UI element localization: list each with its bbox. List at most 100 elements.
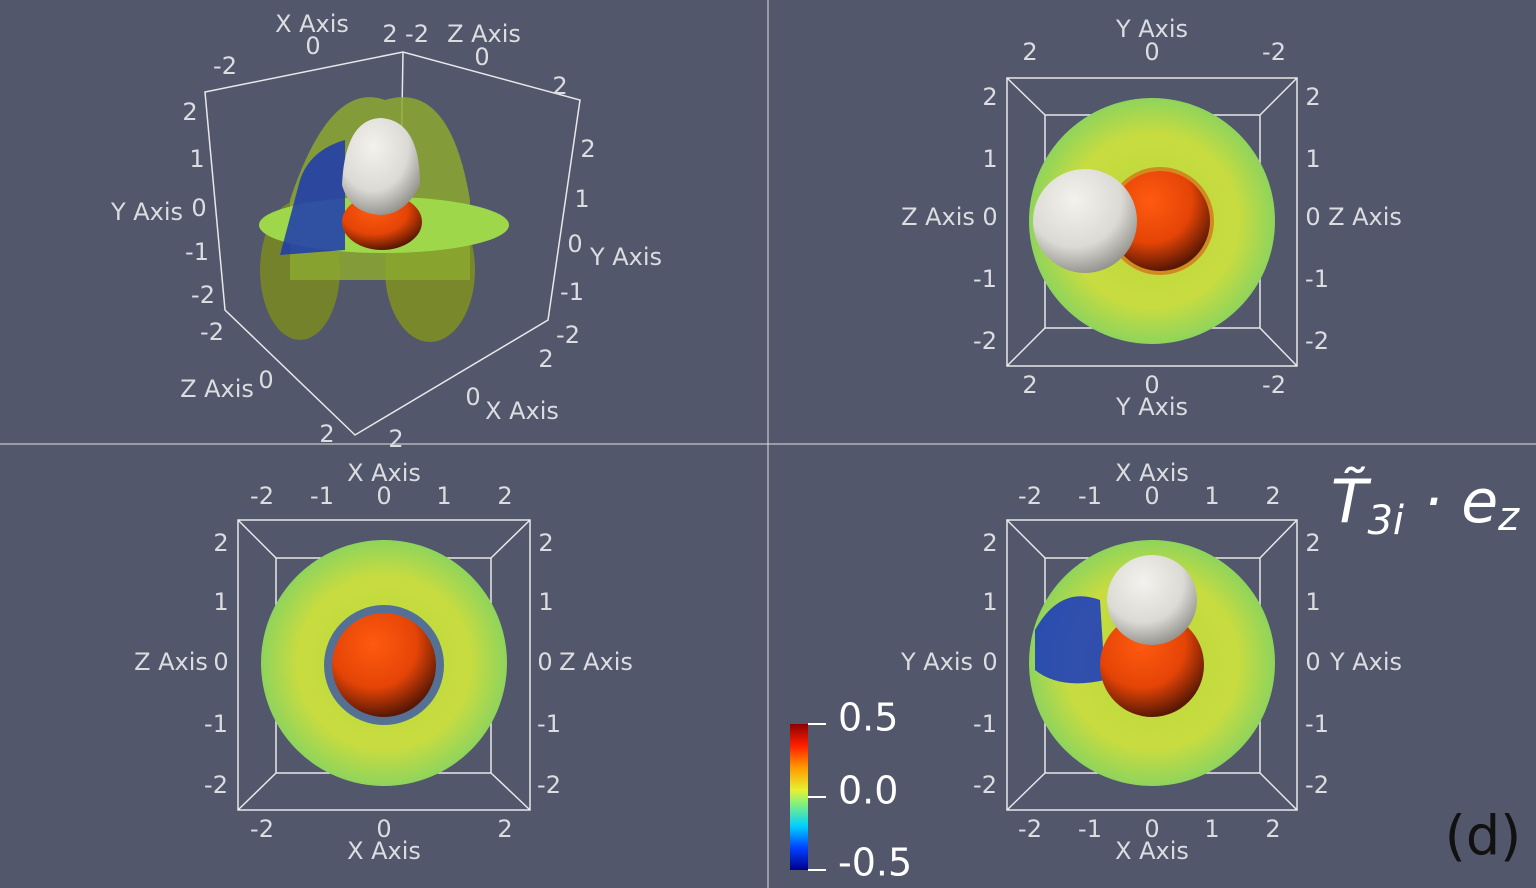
axis-text: Y Axis bbox=[1115, 15, 1188, 43]
axis-text: Z Axis bbox=[901, 203, 975, 231]
axis-text: -2 bbox=[1262, 38, 1286, 66]
panel-top-right bbox=[1006, 77, 1298, 367]
axis-text: -1 bbox=[1078, 482, 1102, 510]
axis-text: 2 bbox=[319, 420, 334, 448]
axis-text: 2 bbox=[388, 425, 403, 453]
axis-text: Y Axis bbox=[1329, 648, 1402, 676]
axis-text: 1 bbox=[538, 588, 553, 616]
axis-text: X Axis bbox=[347, 459, 421, 487]
axis-text: -1 bbox=[973, 265, 997, 293]
axis-text: 0 bbox=[305, 32, 320, 60]
axis-text: -2 bbox=[1305, 771, 1329, 799]
axis-text: -1 bbox=[185, 238, 209, 266]
axis-text: 0 bbox=[1144, 815, 1159, 843]
axis-text: 1 bbox=[189, 145, 204, 173]
axis-text: 0 bbox=[1305, 203, 1320, 231]
axis-text: 1 bbox=[1305, 588, 1320, 616]
axis-text: 2 bbox=[1305, 529, 1320, 557]
axis-text: -1 bbox=[1078, 815, 1102, 843]
axis-text: 2 bbox=[497, 815, 512, 843]
axis-text: -2 bbox=[537, 771, 561, 799]
axis-text: Z Axis bbox=[447, 20, 521, 48]
axis-text: 1 bbox=[574, 185, 589, 213]
axis-text: 1 bbox=[213, 588, 228, 616]
title-part: z bbox=[1497, 494, 1520, 540]
axis-text: 1 bbox=[1204, 482, 1219, 510]
panel-bottom-right bbox=[1006, 519, 1298, 811]
axis-text: X Axis bbox=[1115, 837, 1189, 865]
axis-text: 0 bbox=[1144, 371, 1159, 399]
axis-text: 1 bbox=[982, 145, 997, 173]
axis-text: 2 bbox=[182, 98, 197, 126]
axis-text: 0 bbox=[1144, 38, 1159, 66]
title-part: 3i bbox=[1367, 498, 1404, 544]
axis-text: -1 bbox=[537, 710, 561, 738]
colorbar-label: 0.5 bbox=[838, 696, 898, 740]
axis-text: 0 bbox=[376, 815, 391, 843]
axis-text: Z Axis bbox=[134, 648, 208, 676]
axis-text: 1 bbox=[1204, 815, 1219, 843]
axis-text: 2 bbox=[1022, 38, 1037, 66]
axis-text: -1 bbox=[1305, 265, 1329, 293]
axis-text: 2 bbox=[982, 529, 997, 557]
axis-text: Y Axis bbox=[900, 648, 973, 676]
axis-text: 2 bbox=[497, 482, 512, 510]
axis-text: X Axis bbox=[347, 837, 421, 865]
axis-text: 0 bbox=[213, 648, 228, 676]
axis-text: 1 bbox=[982, 588, 997, 616]
axis-text: 2 bbox=[382, 20, 397, 48]
axis-text: -1 bbox=[310, 482, 334, 510]
axis-text: -2 bbox=[191, 281, 215, 309]
panel-label: (d) bbox=[1445, 805, 1521, 868]
axis-text: 2 bbox=[538, 345, 553, 373]
panel-bottom-left bbox=[237, 519, 531, 811]
axis-text: 2 bbox=[1305, 83, 1320, 111]
title-part: T̃ bbox=[1331, 466, 1372, 537]
axis-text: -2 bbox=[1305, 327, 1329, 355]
colorbar-label: 0.0 bbox=[838, 769, 898, 813]
axis-text: Z Axis bbox=[1328, 203, 1402, 231]
axis-text: 2 bbox=[1022, 371, 1037, 399]
axis-text: Y Axis bbox=[589, 243, 662, 271]
axis-text: Y Axis bbox=[110, 198, 183, 226]
axis-text: -2 bbox=[973, 327, 997, 355]
axis-text: -2 bbox=[1018, 482, 1042, 510]
title-part: · e bbox=[1404, 467, 1498, 537]
axis-text: Z Axis bbox=[180, 375, 254, 403]
axis-text: X Axis bbox=[1115, 459, 1189, 487]
axis-text: -2 bbox=[250, 482, 274, 510]
axis-text: -2 bbox=[213, 52, 237, 80]
title: T̃3i · ez bbox=[1331, 466, 1520, 544]
axis-text: -2 bbox=[1018, 815, 1042, 843]
axis-text: 1 bbox=[436, 482, 451, 510]
axis-text: X Axis bbox=[275, 10, 349, 38]
axis-text: 0 bbox=[1144, 482, 1159, 510]
axis-text: 2 bbox=[982, 83, 997, 111]
axis-text: 2 bbox=[538, 529, 553, 557]
axis-text: Z Axis bbox=[559, 648, 633, 676]
axis-text: 2 bbox=[1265, 482, 1280, 510]
axis-text: -2 bbox=[405, 20, 429, 48]
colorbar bbox=[790, 723, 826, 871]
axis-text: -2 bbox=[200, 318, 224, 346]
axis-text: 1 bbox=[1305, 145, 1320, 173]
axis-text: 2 bbox=[1265, 815, 1280, 843]
axis-text: -1 bbox=[1305, 710, 1329, 738]
axis-text: 2 bbox=[552, 72, 567, 100]
axis-text: -1 bbox=[560, 278, 584, 306]
axis-text: 0 bbox=[982, 203, 997, 231]
axis-text: 2 bbox=[213, 529, 228, 557]
axis-text: 0 bbox=[537, 648, 552, 676]
colorbar-label: -0.5 bbox=[838, 841, 912, 885]
axis-text: -1 bbox=[204, 710, 228, 738]
axis-text: 0 bbox=[474, 43, 489, 71]
axis-text: 2 bbox=[580, 135, 595, 163]
axis-text: -2 bbox=[556, 321, 580, 349]
axis-text: 0 bbox=[567, 230, 582, 258]
axis-text: -2 bbox=[250, 815, 274, 843]
axis-text: 0 bbox=[191, 194, 206, 222]
axis-text: -2 bbox=[973, 771, 997, 799]
axis-text: -2 bbox=[1262, 371, 1286, 399]
